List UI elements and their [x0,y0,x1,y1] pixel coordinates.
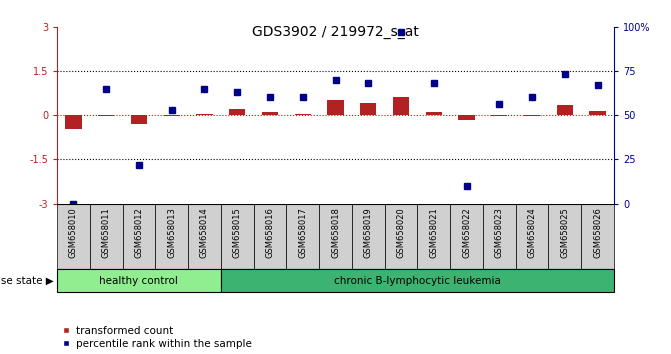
Bar [287,204,319,269]
Text: GSM658021: GSM658021 [429,207,438,258]
Legend: transformed count, percentile rank within the sample: transformed count, percentile rank withi… [62,326,252,349]
Bar [491,115,507,116]
Bar [548,204,581,269]
Bar [164,115,180,116]
Bar [188,204,221,269]
Bar [417,204,450,269]
Text: GSM658019: GSM658019 [364,207,373,258]
Text: GSM658011: GSM658011 [102,207,111,258]
Text: GSM658025: GSM658025 [560,207,569,258]
Bar [98,115,114,116]
Bar [360,103,376,115]
Bar [557,105,573,115]
Bar [458,115,475,120]
Text: GSM658026: GSM658026 [593,207,602,258]
Bar [57,269,221,292]
Text: GSM658015: GSM658015 [233,207,242,258]
Bar [483,204,516,269]
Bar [295,114,311,115]
Bar [425,112,442,115]
Bar [352,204,384,269]
Bar [229,109,246,115]
Bar [131,115,147,125]
Bar [262,112,278,115]
Bar [221,204,254,269]
Text: GSM658024: GSM658024 [527,207,537,258]
Bar [393,97,409,115]
Text: GDS3902 / 219972_s_at: GDS3902 / 219972_s_at [252,25,419,39]
Bar [57,204,90,269]
Text: GSM658018: GSM658018 [331,207,340,258]
Text: GSM658017: GSM658017 [298,207,307,258]
Bar [221,269,614,292]
Bar [589,110,606,115]
Text: GSM658022: GSM658022 [462,207,471,258]
Bar [516,204,548,269]
Bar [327,100,344,115]
Text: GSM658010: GSM658010 [69,207,78,258]
Bar [384,204,417,269]
Bar [123,204,155,269]
Bar [524,115,540,116]
Bar [65,115,82,129]
Text: chronic B-lymphocytic leukemia: chronic B-lymphocytic leukemia [334,275,501,286]
Bar [581,204,614,269]
Text: GSM658020: GSM658020 [397,207,405,258]
Text: GSM658013: GSM658013 [167,207,176,258]
Text: healthy control: healthy control [99,275,178,286]
Bar [90,204,123,269]
Bar [450,204,483,269]
Text: GSM658014: GSM658014 [200,207,209,258]
Text: GSM658023: GSM658023 [495,207,504,258]
Text: GSM658016: GSM658016 [266,207,274,258]
Bar [319,204,352,269]
Bar [254,204,287,269]
Bar [155,204,188,269]
Text: GSM658012: GSM658012 [134,207,144,258]
Bar [197,114,213,115]
Text: disease state ▶: disease state ▶ [0,275,54,286]
